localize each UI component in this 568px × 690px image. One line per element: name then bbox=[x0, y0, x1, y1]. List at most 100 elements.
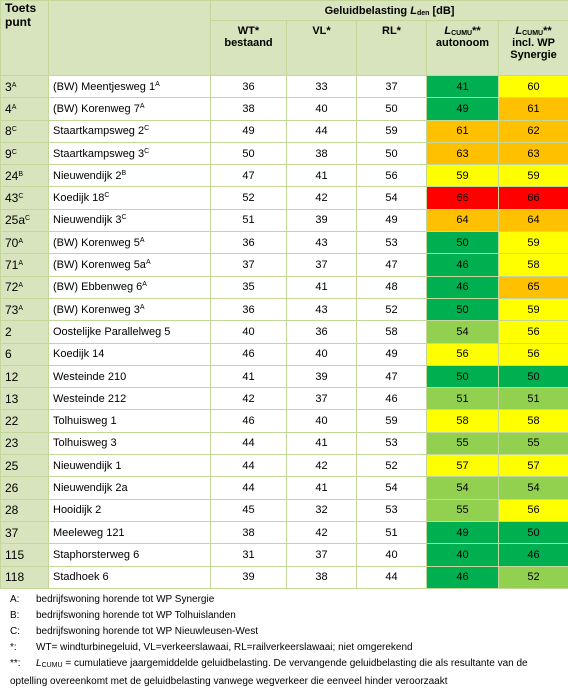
name-sup: A bbox=[155, 81, 160, 88]
cell-vl: 37 bbox=[287, 254, 357, 276]
toets-id: 25a bbox=[5, 213, 25, 227]
cell-name: (BW) Ebbenweg 6A bbox=[49, 276, 211, 298]
name: Tolhuisweg 1 bbox=[53, 415, 117, 427]
cell-name: Staartkampsweg 3C bbox=[49, 142, 211, 164]
cell-wt: 40 bbox=[211, 321, 287, 343]
name: Meeleweg 121 bbox=[53, 527, 125, 539]
toets-id: 118 bbox=[5, 570, 24, 584]
cell-name: Koedijk 14 bbox=[49, 343, 211, 365]
header-wt: WT*bestaand bbox=[211, 21, 287, 76]
cell-toets: 8C bbox=[1, 120, 49, 142]
cell-synergie: 50 bbox=[499, 365, 568, 387]
footnote-key: A: bbox=[10, 592, 36, 608]
name-sup: C bbox=[144, 125, 149, 132]
cell-wt: 49 bbox=[211, 120, 287, 142]
cell-synergie: 56 bbox=[499, 499, 568, 521]
cell-vl: 43 bbox=[287, 298, 357, 320]
cell-rl: 47 bbox=[357, 365, 427, 387]
name: (BW) Korenweg 3 bbox=[53, 304, 140, 316]
toets-id: 8 bbox=[5, 124, 12, 138]
cell-vl: 37 bbox=[287, 388, 357, 410]
footnote-sub: CUMU bbox=[42, 662, 63, 669]
toets-id: 22 bbox=[5, 414, 18, 428]
cell-vl: 41 bbox=[287, 276, 357, 298]
cell-synergie: 59 bbox=[499, 232, 568, 254]
cell-autonoom: 61 bbox=[427, 120, 499, 142]
name: Nieuwendijk 2 bbox=[53, 170, 121, 182]
toets-id: 70 bbox=[5, 236, 18, 250]
cell-name: Staartkampsweg 2C bbox=[49, 120, 211, 142]
cell-wt: 45 bbox=[211, 499, 287, 521]
noise-table: Toets punt Geluidbelasting Lden [dB] WT*… bbox=[0, 0, 568, 589]
cell-autonoom: 51 bbox=[427, 388, 499, 410]
cell-toets: 13 bbox=[1, 388, 49, 410]
cell-toets: 4A bbox=[1, 98, 49, 120]
cell-vl: 39 bbox=[287, 209, 357, 231]
cell-name: (BW) Korenweg 3A bbox=[49, 298, 211, 320]
cell-autonoom: 56 bbox=[427, 343, 499, 365]
cell-toets: 118 bbox=[1, 566, 49, 588]
cell-name: Westeinde 210 bbox=[49, 365, 211, 387]
cell-autonoom: 41 bbox=[427, 76, 499, 98]
cell-synergie: 59 bbox=[499, 298, 568, 320]
cell-name: Koedijk 18C bbox=[49, 187, 211, 209]
h-line: Synergie bbox=[503, 49, 564, 61]
mark: ** bbox=[543, 25, 552, 37]
footnote-text: bedrijfswoning horende tot WP Synergie bbox=[36, 594, 214, 605]
footnote-key: **: bbox=[10, 656, 36, 672]
name-sup: B bbox=[121, 170, 126, 177]
cell-toets: 115 bbox=[1, 544, 49, 566]
toets-sup: C bbox=[18, 193, 23, 200]
toets-id: 6 bbox=[5, 347, 12, 361]
toets-id: 9 bbox=[5, 147, 12, 161]
toets-sup: B bbox=[18, 171, 23, 178]
name: Oostelijke Parallelweg 5 bbox=[53, 326, 170, 338]
cell-rl: 44 bbox=[357, 566, 427, 588]
cell-toets: 3A bbox=[1, 76, 49, 98]
cell-autonoom: 46 bbox=[427, 566, 499, 588]
title-text: Geluidbelasting bbox=[325, 5, 411, 17]
header-toets: Toets punt bbox=[1, 1, 49, 76]
cell-rl: 53 bbox=[357, 432, 427, 454]
h-line: LCUMU** bbox=[431, 25, 494, 37]
cell-vl: 42 bbox=[287, 455, 357, 477]
cell-rl: 54 bbox=[357, 477, 427, 499]
footnote: B:bedrijfswoning horende tot WP Tolhuisl… bbox=[10, 608, 565, 624]
cell-toets: 43C bbox=[1, 187, 49, 209]
cell-rl: 37 bbox=[357, 76, 427, 98]
header-rl: RL* bbox=[357, 21, 427, 76]
cell-name: (BW) Meentjesweg 1A bbox=[49, 76, 211, 98]
cell-wt: 46 bbox=[211, 343, 287, 365]
cell-name: Nieuwendijk 2B bbox=[49, 165, 211, 187]
footnote: C:bedrijfswoning horende tot WP Nieuwleu… bbox=[10, 624, 565, 640]
cell-wt: 36 bbox=[211, 76, 287, 98]
toets-id: 115 bbox=[5, 548, 24, 562]
sub: CUMU bbox=[522, 30, 543, 37]
cell-synergie: 65 bbox=[499, 276, 568, 298]
cell-rl: 49 bbox=[357, 209, 427, 231]
footnote-key: *: bbox=[10, 640, 36, 656]
cell-wt: 31 bbox=[211, 544, 287, 566]
cell-toets: 23 bbox=[1, 432, 49, 454]
name: Staartkampsweg 3 bbox=[53, 148, 144, 160]
cell-synergie: 58 bbox=[499, 254, 568, 276]
cell-autonoom: 54 bbox=[427, 477, 499, 499]
cell-toets: 6 bbox=[1, 343, 49, 365]
cell-vl: 40 bbox=[287, 343, 357, 365]
footnote: *:WT= windturbinegeluid, VL=verkeerslawa… bbox=[10, 640, 565, 656]
toets-sup: A bbox=[18, 238, 23, 245]
name: (BW) Korenweg 5a bbox=[53, 259, 146, 271]
cell-rl: 50 bbox=[357, 98, 427, 120]
name-sup: A bbox=[146, 259, 151, 266]
name: Tolhuisweg 3 bbox=[53, 437, 117, 449]
cell-rl: 40 bbox=[357, 544, 427, 566]
